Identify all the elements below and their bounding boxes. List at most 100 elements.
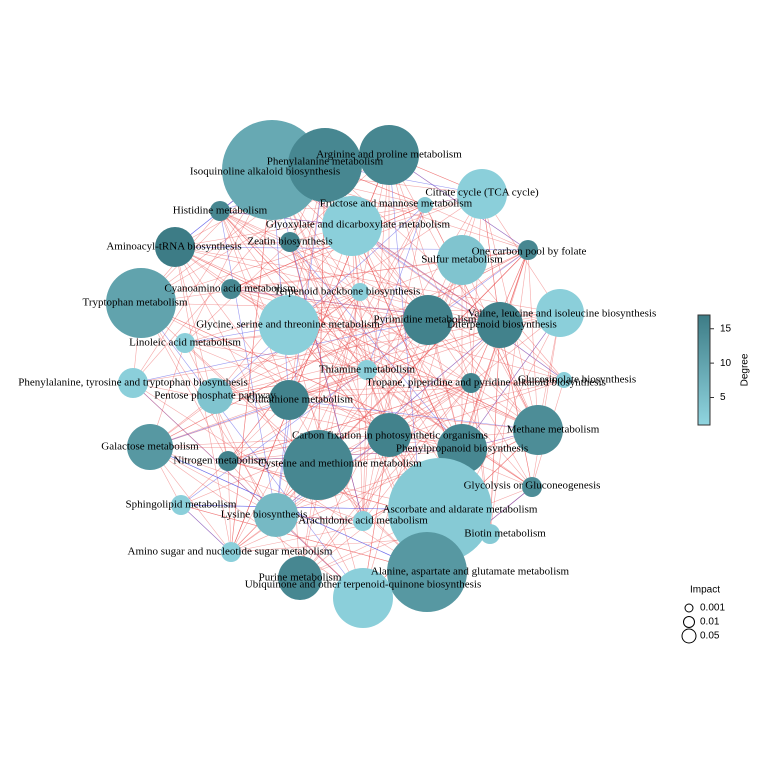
node-label: Lysine biosynthesis [221, 509, 307, 521]
node [210, 201, 230, 221]
edge [489, 324, 501, 535]
edge [230, 259, 463, 290]
node-label: Glycolysis or Gluconeogenesis [464, 480, 601, 492]
edge [149, 399, 290, 448]
node [118, 368, 148, 398]
node [259, 295, 319, 355]
edge [230, 204, 426, 290]
node [357, 360, 377, 380]
impact-key-label: 0.001 [700, 603, 725, 614]
node [461, 373, 481, 393]
node [536, 289, 584, 337]
node [457, 169, 507, 219]
nodes [106, 120, 584, 628]
node [518, 240, 538, 260]
edge [140, 302, 390, 436]
node [127, 424, 173, 470]
node-label: Ubiquinone and other terpenoid-quinone b… [245, 579, 481, 591]
node-label: Tryptophan metabolism [82, 297, 187, 309]
node-label: Pyrimidine metabolism [374, 314, 477, 326]
node [280, 232, 300, 252]
edge [180, 504, 428, 573]
edge [288, 259, 463, 326]
edge [388, 259, 463, 436]
node-label: Valine, leucine and isoleucine biosynthe… [468, 308, 656, 320]
node-label: Sulfur metabolism [421, 254, 503, 266]
edge [219, 210, 290, 401]
edge [227, 460, 232, 553]
node [367, 413, 411, 457]
node-label: Nitrogen metabolism [173, 455, 267, 467]
edge [362, 382, 472, 522]
node [175, 333, 195, 353]
node-label: Glutathione metabolism [247, 394, 353, 406]
node [269, 380, 309, 420]
edge [299, 382, 472, 579]
node [283, 430, 353, 500]
edge [180, 504, 232, 553]
node-label: Tropane, piperidine and pyridine alkaloi… [366, 377, 606, 389]
node [522, 477, 542, 497]
node-label: Pentose phosphate pathway [154, 390, 276, 402]
colorbar-tick-label: 15 [720, 323, 732, 334]
node [155, 227, 195, 267]
node-label: Arachidonic acid metabolism [298, 515, 428, 527]
edge [174, 246, 290, 401]
edge [149, 291, 361, 448]
edge [132, 382, 364, 599]
node-label: Phenylpropanoid biosynthesis [396, 443, 528, 455]
node-label: Diterpenoid biosynthesis [447, 319, 557, 331]
node [351, 283, 369, 301]
edge [288, 399, 539, 431]
impact-key [683, 616, 695, 628]
node [353, 511, 373, 531]
node [403, 295, 453, 345]
edge [351, 225, 565, 381]
edge [219, 210, 539, 431]
edge [214, 204, 426, 397]
node-label: Isoquinoline alkaloid biosynthesis [190, 166, 340, 178]
edge [140, 302, 463, 450]
impact-key-label: 0.05 [700, 631, 720, 642]
edge [366, 204, 426, 371]
node-label: Glycine, serine and threonine metabolism [196, 319, 380, 331]
node [513, 405, 563, 455]
edge [317, 164, 326, 466]
edge [424, 204, 529, 251]
edge [489, 249, 529, 535]
node-label: Phenylalanine, tyrosine and tryptophan b… [18, 377, 247, 389]
node-label: Biotin metabolism [464, 528, 546, 540]
node [278, 556, 322, 600]
node-label: One carbon pool by folate [472, 246, 587, 258]
edge [289, 241, 463, 450]
colorbar-tick-label: 5 [720, 392, 726, 403]
node-label: Citrate cycle (TCA cycle) [425, 187, 539, 199]
impact-title: Impact [690, 585, 720, 596]
node [106, 268, 176, 338]
degree-colorbar [697, 314, 711, 426]
edge [470, 382, 533, 488]
edge [359, 291, 533, 488]
edge [140, 302, 364, 599]
edge [174, 246, 472, 384]
node [359, 125, 419, 185]
node [437, 235, 487, 285]
edge [174, 246, 364, 599]
node-label: Fructose and mannose metabolism [320, 198, 473, 210]
edge [174, 246, 539, 431]
degree-title: Degree [740, 353, 751, 386]
node [417, 197, 433, 213]
impact-key [684, 603, 694, 613]
node-label: Linoleic acid metabolism [129, 337, 241, 349]
node-label: Phenylalanine metabolism [267, 156, 384, 168]
node [218, 451, 238, 471]
node [171, 495, 191, 515]
impact-key [681, 628, 697, 644]
edge [527, 249, 539, 431]
edge [388, 154, 539, 431]
node-label: Zeatin biosynthesis [247, 236, 332, 248]
edge [288, 225, 353, 401]
node [480, 524, 500, 544]
